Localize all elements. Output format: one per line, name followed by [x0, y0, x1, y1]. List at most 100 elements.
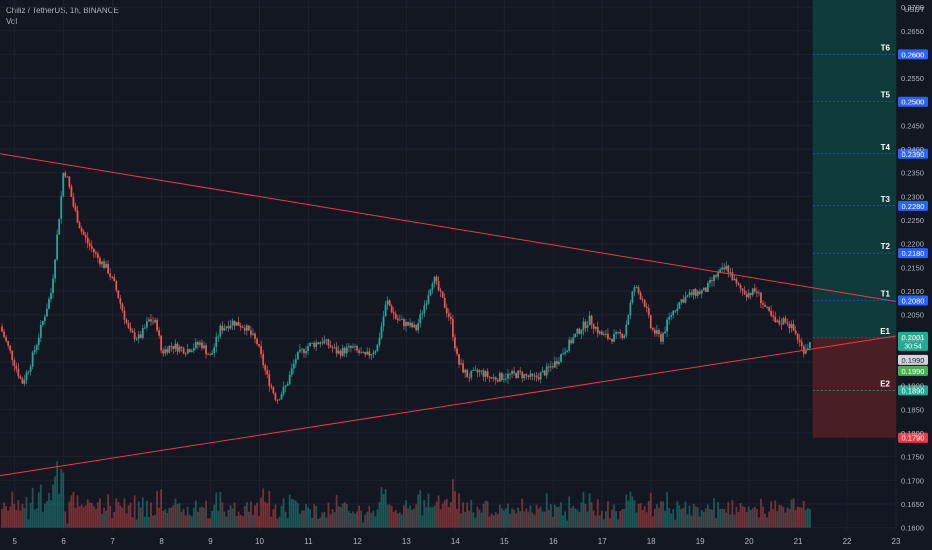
candle-body [700, 290, 703, 294]
volume-bar [123, 498, 126, 528]
level-name-T2: T2 [881, 242, 891, 251]
volume-bar [58, 493, 61, 528]
volume-indicator-label[interactable]: Vol [6, 17, 18, 26]
volume-bar [435, 501, 438, 528]
volume-bar [484, 500, 487, 528]
last-price-tag [898, 331, 928, 351]
candle-body [478, 370, 481, 373]
candle-body [509, 373, 511, 375]
y-tick-label: 0.1750 [901, 453, 924, 462]
volume-bar [690, 515, 693, 528]
time-axis[interactable]: 5 6 7 8 9 10 11 12 13 14 15 16 17 18 19 20 21 22 23 [12, 537, 901, 546]
candle-body [643, 299, 646, 307]
candle-body [60, 196, 63, 219]
candle-body [199, 342, 201, 345]
candle-body [15, 365, 18, 369]
volume-bar [784, 512, 787, 528]
candle-body [192, 348, 195, 351]
candle-body [647, 308, 650, 316]
volume-bar [156, 490, 158, 528]
volume-bar [52, 484, 54, 528]
candle-body [498, 373, 501, 382]
volume-bar [570, 508, 573, 528]
candle-body [490, 377, 493, 379]
candle-body [407, 321, 409, 326]
y-tick-label: 0.1600 [901, 524, 924, 533]
candle-body [539, 372, 542, 380]
volume-bar [704, 508, 707, 528]
candle-body [5, 337, 8, 342]
trend-lines[interactable] [0, 153, 897, 477]
volume-bar [194, 500, 197, 528]
candle-body [429, 289, 432, 296]
candle-body [733, 278, 736, 281]
candle-body [252, 333, 254, 335]
candle-body [213, 347, 216, 354]
volume-bar [621, 509, 624, 528]
volume-bar [335, 495, 338, 528]
candle-body [558, 361, 560, 365]
volume-bar [751, 508, 754, 528]
candle-body [229, 325, 232, 329]
volume-bar [333, 512, 336, 528]
candle-body [762, 303, 764, 305]
level-T3-tag-text: 0.2280 [902, 202, 925, 211]
volume-bar [607, 501, 609, 528]
volume-bar [360, 510, 362, 528]
candle-body [566, 350, 569, 353]
candle-body [180, 346, 183, 348]
candle-body [194, 342, 197, 349]
candle-body [502, 378, 505, 380]
volume-bar [374, 516, 377, 528]
volume-bar [105, 510, 107, 528]
candle-body [623, 335, 626, 338]
candle-body [780, 323, 783, 325]
candle-body [64, 172, 67, 177]
volume-bar [796, 506, 799, 528]
candle-body [690, 292, 693, 295]
volume-bar [509, 513, 511, 528]
candle-body [413, 324, 416, 328]
candle-body [262, 354, 265, 366]
volume-bar [284, 511, 287, 528]
volume-bar [182, 508, 185, 528]
volume-bar [298, 513, 301, 528]
candle-body [207, 354, 209, 355]
volume-bar [394, 509, 397, 528]
candle-body [11, 350, 14, 361]
candle-body [125, 319, 128, 323]
candle-body [764, 304, 766, 307]
volume-bar [423, 500, 426, 528]
candle-body [164, 349, 167, 354]
volume-bar [496, 513, 499, 528]
candle-body [317, 342, 320, 345]
candle-body [107, 263, 110, 274]
volume-bar [115, 498, 118, 528]
volume-bar [782, 507, 785, 528]
price-axis[interactable]: 0.2700 0.2650 0.2600 0.2550 0.2500 0.2450 0.24… [901, 3, 925, 533]
candle-body [568, 339, 571, 351]
volume-bar [48, 492, 50, 528]
volume-bar [378, 502, 381, 528]
volume-bar [660, 501, 662, 528]
candle-body [460, 363, 462, 365]
volume-bar [321, 512, 324, 528]
candle-body [247, 325, 250, 331]
volume-bar [786, 507, 789, 528]
candle-body [792, 324, 795, 331]
candle-body [99, 257, 101, 265]
symbol-title[interactable]: Chiliz / TetherUS, 1h, BINANCE [6, 6, 119, 15]
candle-body [313, 342, 316, 347]
candle-body [776, 320, 779, 323]
volume-bar [519, 511, 522, 528]
candle-body [562, 353, 564, 355]
volume-bar [696, 507, 699, 528]
candle-body [631, 291, 634, 303]
volume-bar [282, 498, 285, 528]
volume-bar [753, 506, 756, 528]
volume-bar [596, 499, 599, 528]
trendline-lower[interactable] [0, 335, 897, 477]
trendline-upper[interactable] [0, 153, 897, 302]
volume-bar [329, 514, 332, 528]
